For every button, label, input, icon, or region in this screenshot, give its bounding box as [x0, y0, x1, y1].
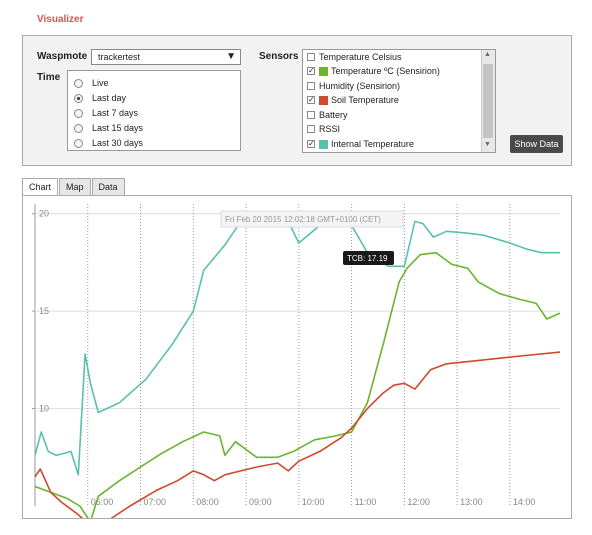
hover-date-box: [220, 210, 404, 228]
checkbox[interactable]: [307, 53, 315, 61]
x-tick-label: 13:00: [460, 497, 483, 507]
sensor-item-temperature-celsius[interactable]: Temperature Celsius: [307, 50, 402, 64]
time-option-label: Last day: [92, 93, 127, 103]
x-tick-label: 07:00: [144, 497, 167, 507]
waspmote-selected-value: trackertest: [98, 52, 141, 62]
sensors-scrollbar[interactable]: ▲ ▼: [481, 50, 495, 152]
show-data-button[interactable]: Show Data: [510, 135, 563, 153]
series-line-0: [34, 211, 560, 476]
chart-grid: 20 15 10 06:00 07:00 08:00 09:00 10:00 11:00 12:0…: [32, 204, 560, 507]
checkbox-checked[interactable]: ✓: [307, 139, 315, 148]
time-option-last-7-days[interactable]: Last 7 days: [74, 106, 138, 120]
series-line-1: [34, 251, 561, 523]
sensor-label: Humidity (Sensirion): [319, 81, 401, 91]
chart-hover: Fri Feb 20 2015 12:02:18 GMT+0100 (CET) …: [220, 210, 404, 265]
scrollbar-thumb[interactable]: [483, 64, 493, 138]
checkbox[interactable]: [307, 125, 315, 133]
sensors-list[interactable]: Temperature Celsius ✓ Temperature ºC (Sen…: [302, 49, 496, 153]
color-swatch: [319, 66, 328, 76]
sensor-label: Battery: [319, 110, 348, 120]
x-tick-label: 11:00: [355, 497, 377, 507]
tooltip-label: TCB: 17.19: [347, 254, 388, 263]
sensor-item-rssi[interactable]: RSSI: [307, 122, 340, 136]
view-tabs: Chart Map Data: [22, 178, 126, 195]
checkbox[interactable]: [307, 111, 315, 119]
y-tick-label: 10: [39, 404, 49, 414]
time-option-label: Last 30 days: [92, 138, 144, 148]
radio-live[interactable]: [74, 78, 83, 88]
time-option-last-30-days[interactable]: Last 30 days: [74, 136, 143, 150]
waspmote-select[interactable]: trackertest ▼: [91, 49, 241, 65]
sensor-label: Temperature Celsius: [319, 52, 402, 62]
waspmote-label: Waspmote: [37, 51, 88, 62]
sensor-label: Internal Temperature: [331, 139, 414, 149]
sensor-item-humidity-sensirion[interactable]: Humidity (Sensirion): [307, 79, 400, 93]
y-tick-label: 20: [39, 209, 49, 219]
checkbox-checked[interactable]: ✓: [307, 66, 315, 75]
sensor-label: RSSI: [319, 124, 341, 134]
scroll-up-icon[interactable]: ▲: [484, 51, 491, 58]
time-option-last-15-days[interactable]: Last 15 days: [74, 121, 143, 135]
chart-container: 20 15 10 06:00 07:00 08:00 09:00 10:00 11:00 12:0…: [22, 195, 572, 527]
sensor-item-soil-temperature[interactable]: ✓ Soil Temperature: [307, 93, 399, 107]
sensors-label: Sensors: [259, 51, 299, 62]
sensor-item-battery[interactable]: Battery: [307, 108, 348, 122]
radio-last-day[interactable]: [74, 93, 83, 103]
radio-last-30-days[interactable]: [74, 138, 83, 148]
time-option-label: Last 7 days: [92, 108, 139, 118]
tab-data[interactable]: Data: [91, 178, 125, 195]
radio-last-7-days[interactable]: [74, 108, 83, 118]
time-option-label: Last 15 days: [92, 123, 144, 133]
scroll-down-icon[interactable]: ▼: [484, 141, 491, 148]
x-tick-label: 10:00: [302, 497, 325, 507]
checkbox[interactable]: [307, 82, 315, 90]
controls-panel: Waspmote trackertest ▼ Time Live Last da…: [22, 35, 572, 166]
y-tick-label: 15: [39, 306, 49, 316]
color-swatch: [319, 95, 328, 105]
series-line-2: [34, 351, 561, 527]
tab-chart[interactable]: Chart: [22, 178, 59, 195]
checkbox-checked[interactable]: ✓: [307, 95, 315, 104]
tooltip-box: [343, 251, 394, 265]
sensor-item-temperature-sensirion[interactable]: ✓ Temperature ºC (Sensirion): [307, 64, 440, 78]
x-tick-label: 14:00: [513, 497, 536, 507]
chart-series: [34, 211, 561, 527]
time-option-label: Live: [92, 78, 109, 88]
x-tick-label: 09:00: [249, 497, 272, 507]
x-tick-label: 08:00: [196, 497, 219, 507]
sensor-label: Temperature ºC (Sensirion): [331, 66, 440, 76]
chevron-down-icon: ▼: [226, 51, 236, 62]
line-chart[interactable]: 20 15 10 06:00 07:00 08:00 09:00 10:00 11:00 12:0…: [23, 196, 571, 527]
page-title: Visualizer: [37, 14, 84, 25]
radio-last-15-days[interactable]: [74, 123, 83, 133]
x-tick-label: 06:00: [91, 497, 114, 507]
sensor-item-internal-temperature[interactable]: ✓ Internal Temperature: [307, 137, 414, 151]
time-options: Live Last day Last 7 days Last 15 days L…: [67, 70, 241, 151]
time-label: Time: [37, 72, 61, 83]
hover-date-label: Fri Feb 20 2015 12:02:18 GMT+0100 (CET): [225, 215, 381, 224]
tab-map[interactable]: Map: [59, 178, 91, 195]
x-tick-label: 12:00: [407, 497, 430, 507]
sensor-label: Soil Temperature: [331, 95, 399, 105]
time-option-last-day[interactable]: Last day: [74, 91, 126, 105]
time-option-live[interactable]: Live: [74, 76, 109, 90]
color-swatch: [319, 139, 328, 149]
